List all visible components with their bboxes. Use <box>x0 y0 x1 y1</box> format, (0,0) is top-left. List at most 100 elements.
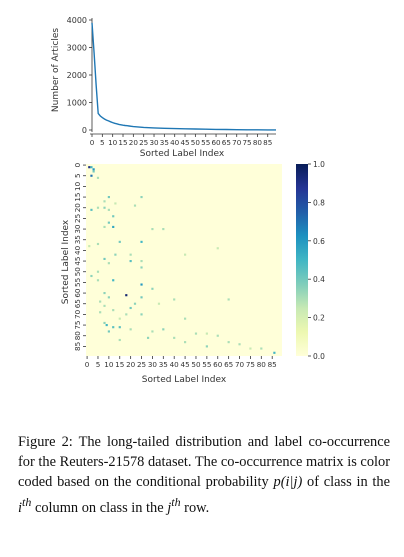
caption-text-1: The long-tailed distribution and label c… <box>18 434 390 490</box>
heatmap-cell <box>133 302 137 305</box>
heatmap-cell <box>99 311 102 314</box>
heatmap-cell <box>118 317 121 320</box>
colorbar-tick-label: 1.0 <box>313 160 325 169</box>
heatmap-x-tick-label: 70 <box>235 360 245 369</box>
heatmap-cell <box>103 321 106 324</box>
figure-caption: Figure 2: The long-tailed distribution a… <box>18 432 390 518</box>
heatmap-x-tick-label: 10 <box>104 360 114 369</box>
caption-math-i: i <box>18 499 22 516</box>
heatmap-cell <box>151 228 154 231</box>
heatmap-background <box>86 164 282 356</box>
heatmap-cell <box>107 221 110 224</box>
distribution-x-tick-label: 75 <box>242 138 251 147</box>
caption-text-2: of class in the <box>302 474 390 490</box>
heatmap-y-tick-label: 75 <box>73 321 82 330</box>
caption-text-4: row. <box>180 499 210 516</box>
colorbar-tick-label: 0.4 <box>313 275 325 284</box>
distribution-x-tick-label: 40 <box>170 138 180 147</box>
heatmap-cell <box>88 245 91 248</box>
distribution-x-tick-label: 15 <box>118 138 127 147</box>
distribution-x-tick-label: 25 <box>139 138 148 147</box>
heatmap-cell <box>114 202 117 205</box>
distribution-line-group <box>91 22 276 131</box>
heatmap-cell <box>140 240 143 243</box>
heatmap-cell <box>140 196 143 199</box>
heatmap-cell <box>92 168 95 171</box>
heatmap-y-tick-label: 70 <box>73 309 82 319</box>
heatmap-cell <box>216 247 219 250</box>
heatmap-y-tick-label: 0 <box>73 162 82 167</box>
heatmap-cell <box>90 174 93 177</box>
heatmap-cell <box>173 298 176 301</box>
heatmap-cell <box>88 166 91 169</box>
heatmap-y-tick-label: 35 <box>73 235 82 244</box>
heatmap-y-tick-label: 40 <box>73 245 82 255</box>
distribution-x-tick-label: 30 <box>149 138 159 147</box>
heatmap-cell <box>129 306 132 310</box>
heatmap-y-tick-label: 20 <box>73 203 82 213</box>
heatmap-cell <box>112 309 115 312</box>
heatmap-cell <box>140 283 143 286</box>
heatmap-cell <box>96 206 100 209</box>
heatmap-cell <box>129 260 132 263</box>
heatmap-cell <box>107 196 110 199</box>
heatmap-cell <box>90 208 93 211</box>
heatmap-y-tick-label: 45 <box>73 257 82 266</box>
heatmap-cell <box>96 176 100 179</box>
heatmap-x-tick-label: 75 <box>246 360 255 369</box>
heatmap-x-tick-label: 65 <box>224 360 233 369</box>
distribution-y-tick-label: 4000 <box>67 16 87 25</box>
heatmap-y-tick-label: 30 <box>73 224 82 234</box>
heatmap-x-tick-label: 80 <box>257 360 267 369</box>
heatmap-x-tick-label: 30 <box>148 360 158 369</box>
heatmap-cell <box>184 253 187 256</box>
colorbar-tick-label: 0.6 <box>313 237 325 246</box>
heatmap-cell <box>260 347 263 350</box>
heatmap-cell <box>107 296 110 299</box>
heatmap-cell <box>157 302 161 305</box>
heatmap-cell <box>125 294 128 297</box>
heatmap-y-tick-label: 65 <box>73 299 82 308</box>
distribution-y-tick-label: 2000 <box>67 71 87 80</box>
heatmap-cell <box>238 343 241 346</box>
distribution-x-tick-label: 20 <box>129 138 139 147</box>
heatmap-cell <box>103 200 106 203</box>
cooccurrence-heatmap: 0 5 10 15 20 25 30 35 40 45 50 55 60 65 70 75 80 85051015… <box>61 160 325 385</box>
heatmap-cell <box>227 298 230 301</box>
heatmap-cell <box>90 274 93 278</box>
heatmap-cell <box>151 330 154 333</box>
distribution-x-tick-label: 65 <box>222 138 231 147</box>
heatmap-x-tick-label: 40 <box>170 360 180 369</box>
heatmap-x-tick-label: 85 <box>268 360 277 369</box>
heatmap-y-tick-label: 15 <box>73 193 82 202</box>
heatmap-x-tick-label: 55 <box>202 360 211 369</box>
distribution-x-tick-label: 60 <box>211 138 221 147</box>
distribution-x-tick-label: 10 <box>108 138 118 147</box>
heatmap-cell <box>118 338 121 342</box>
heatmap-cell <box>184 341 187 344</box>
heatmap-cell <box>112 279 115 282</box>
distribution-x-tick-label: 0 <box>90 138 95 147</box>
caption-sup-th-2: th <box>171 495 181 509</box>
heatmap-cell <box>227 341 230 344</box>
heatmap-cell <box>103 292 106 295</box>
heatmap-cell <box>194 332 198 335</box>
distribution-ylabel: Number of Articles <box>51 28 61 112</box>
heatmap-cell <box>112 225 115 228</box>
heatmap-cell <box>107 330 110 333</box>
heatmap-ylabel: Sorted Label Index <box>61 219 71 304</box>
heatmap-cell <box>103 206 106 209</box>
heatmap-cell <box>173 336 176 339</box>
distribution-y-tick-label: 1000 <box>67 99 87 108</box>
heatmap-cell <box>162 328 165 331</box>
heatmap-xlabel: Sorted Label Index <box>142 375 227 385</box>
heatmap-y-tick-label: 10 <box>73 181 82 191</box>
heatmap-cell <box>96 270 100 273</box>
heatmap-x-tick-label: 15 <box>115 360 124 369</box>
caption-math-pij: p(i|j) <box>273 474 303 490</box>
colorbar-tick-label: 0.8 <box>313 198 325 207</box>
heatmap-cell <box>129 328 132 331</box>
heatmap-cell <box>103 257 106 260</box>
colorbar-tick-label: 0.2 <box>313 314 325 323</box>
